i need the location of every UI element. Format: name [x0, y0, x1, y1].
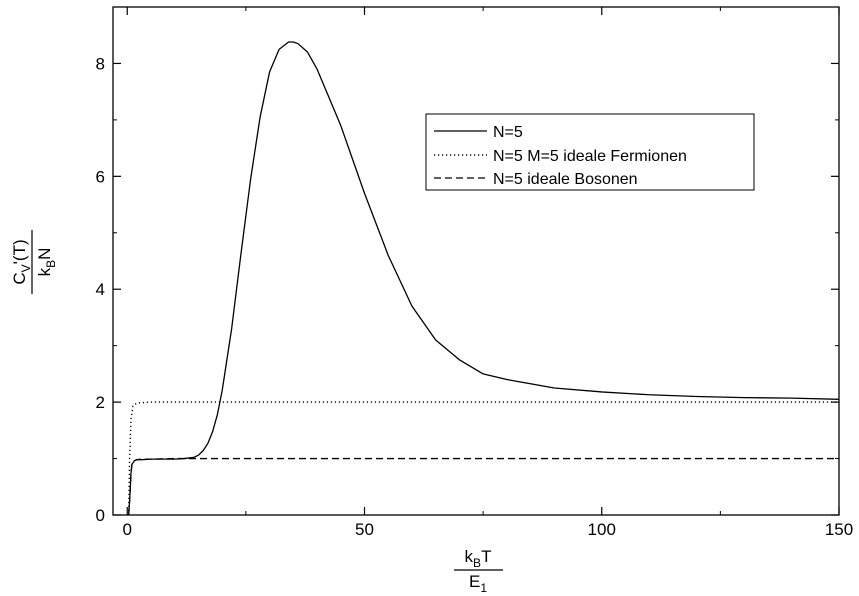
y-label-den-sub: B [44, 260, 58, 268]
y-label-den-main: k [35, 267, 54, 276]
y-axis-label: CV'(T) kBN [10, 230, 58, 294]
legend-box [425, 113, 755, 191]
x-axis-label-denominator: E1 [469, 572, 487, 595]
y-tick-label: 6 [96, 167, 105, 186]
legend-label-n-5-ideale-bosonen: N=5 ideale Bosonen [493, 171, 638, 188]
x-label-num-tail: T [481, 547, 491, 566]
x-axis-label-numerator: kBT [465, 547, 492, 570]
y-label-num-sub: V [19, 264, 33, 272]
series-line-n-5 [128, 41, 840, 516]
series-layer [127, 41, 840, 516]
y-tick-label: 0 [96, 506, 105, 525]
x-label-den-main: E [469, 572, 480, 591]
y-tick-label: 2 [96, 393, 105, 412]
x-tick-label: 150 [825, 520, 853, 539]
ticks-layer: 0 50 100 150 0 2 4 6 8 [96, 7, 853, 539]
y-tick-label: 8 [96, 54, 105, 73]
y-tick-label: 4 [96, 280, 105, 299]
y-axis-label-numerator: CV'(T) [10, 239, 33, 284]
legend-label-n-5-m-5-ideale-fermionen: N=5 M=5 ideale Fermionen [493, 148, 687, 165]
x-label-num-main: k [465, 547, 474, 566]
x-tick-label: 100 [588, 520, 616, 539]
y-axis-label-denominator: kBN [35, 248, 58, 277]
legend-label-n-5: N=5 [493, 124, 523, 141]
x-label-num-sub: B [473, 556, 481, 570]
series-line-n-5-m-5-ideale-fermionen [127, 401, 839, 516]
x-axis-label: kBT E1 [454, 547, 503, 595]
y-label-den-tail: N [35, 248, 54, 260]
y-label-num-tail: '(T) [10, 239, 29, 264]
x-tick-label: 50 [355, 520, 374, 539]
series-line-n-5-ideale-bosonen [128, 457, 839, 516]
y-label-num-main: C [10, 272, 29, 284]
x-tick-label: 0 [123, 520, 132, 539]
legend: N=5 N=5 M=5 ideale Fermionen N=5 ideale Bo… [425, 113, 755, 191]
plot-frame [112, 6, 840, 516]
x-label-den-sub: 1 [480, 581, 487, 595]
